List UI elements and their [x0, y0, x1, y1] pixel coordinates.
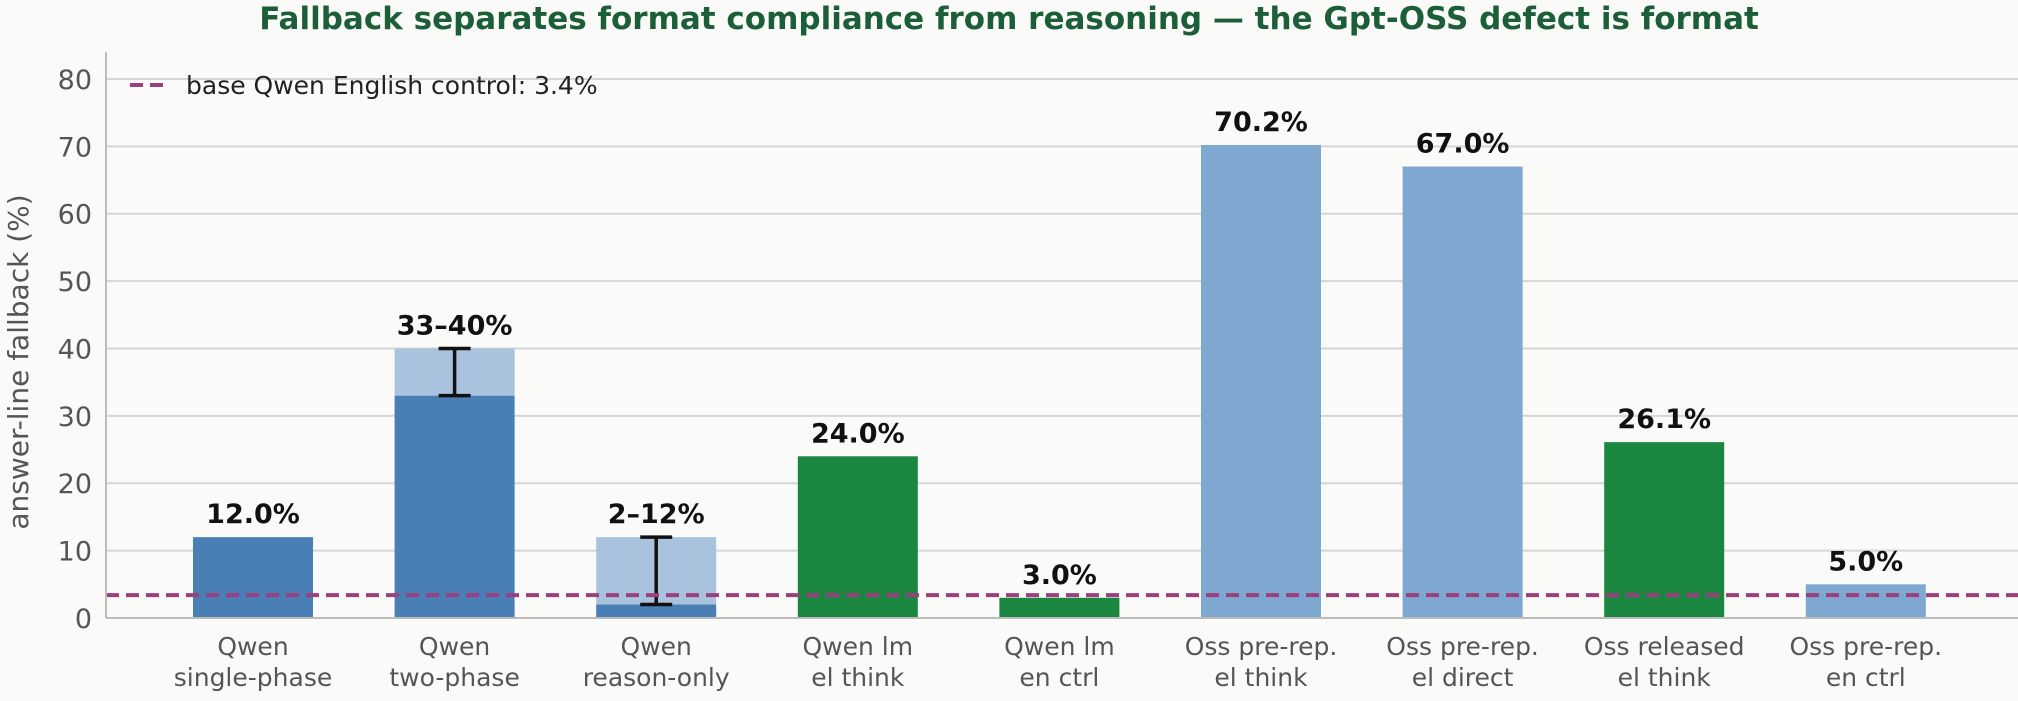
x-tick-line: Qwen — [621, 632, 692, 661]
chart-title: Fallback separates format compliance fro… — [259, 1, 1759, 37]
y-axis-label: answer-line fallback (%) — [2, 194, 35, 529]
x-tick-line: Qwen lm — [1004, 632, 1115, 661]
x-tick-line: en ctrl — [1019, 663, 1099, 692]
data-label: 70.2% — [1214, 107, 1308, 138]
x-tick-line: reason-only — [583, 663, 730, 692]
y-tick-label: 20 — [58, 469, 92, 500]
x-tick-line: Oss pre-rep. — [1185, 632, 1338, 661]
x-tick-label: Qwen lm el think — [802, 632, 913, 692]
x-tick-label: Qwen lm en ctrl — [1004, 632, 1115, 692]
axes — [105, 52, 2018, 619]
x-tick-line: two-phase — [389, 663, 519, 692]
x-tick-line: el think — [1214, 663, 1308, 692]
x-tick-line: Qwen — [419, 632, 490, 661]
legend-label: base Qwen English control: 3.4% — [186, 71, 598, 100]
y-tick-label: 80 — [58, 65, 92, 96]
x-tick-label: Oss pre-rep. el think — [1185, 632, 1338, 692]
x-tick-label: Qwen two-phase — [389, 632, 519, 692]
x-tick-line: el direct — [1412, 663, 1514, 692]
y-tick-label: 70 — [58, 132, 92, 163]
bar — [1201, 144, 1321, 618]
y-tick-label: 60 — [58, 200, 92, 231]
x-tick-line: en ctrl — [1826, 663, 1906, 692]
data-label: 3.0% — [1022, 560, 1097, 591]
bar — [596, 604, 717, 618]
x-tick-label: Oss released el think — [1584, 632, 1745, 692]
y-tick-label: 30 — [58, 402, 92, 433]
data-label: 5.0% — [1828, 546, 1903, 577]
x-tick-label: Qwen single-phase — [174, 632, 332, 692]
bar — [394, 395, 515, 618]
x-tick-label: Oss pre-rep. en ctrl — [1789, 632, 1942, 692]
legend: base Qwen English control: 3.4% — [130, 71, 598, 100]
y-tick-label: 50 — [58, 267, 92, 298]
bar — [1402, 166, 1523, 619]
x-tick-line: Oss released — [1584, 632, 1745, 661]
y-tick-label: 10 — [58, 537, 92, 568]
x-tick-line: single-phase — [174, 663, 332, 692]
bar — [1604, 442, 1725, 618]
gridlines — [106, 77, 2018, 619]
x-tick-line: Qwen — [217, 632, 288, 661]
x-tick-label: Oss pre-rep. el direct — [1386, 632, 1539, 692]
data-label: 24.0% — [811, 418, 905, 449]
data-label: 33–40% — [397, 310, 513, 341]
bar — [193, 537, 313, 618]
bar — [797, 456, 918, 618]
data-label: 12.0% — [206, 499, 300, 530]
y-tick-label: 0 — [75, 604, 92, 635]
bars — [193, 144, 1926, 619]
x-tick-line: el think — [811, 663, 905, 692]
y-tick-label: 40 — [58, 334, 92, 365]
x-tick-line: el think — [1618, 663, 1712, 692]
y-axis-ticks: 0 10 20 30 40 50 60 70 80 — [58, 65, 92, 635]
data-label: 26.1% — [1617, 404, 1711, 435]
x-tick-line: Qwen lm — [802, 632, 913, 661]
bar — [999, 597, 1120, 618]
data-label: 67.0% — [1416, 129, 1510, 160]
x-tick-label: Qwen reason-only — [583, 632, 730, 692]
error-bar — [438, 346, 471, 398]
data-labels: 12.0% 33–40% 2–12% 24.0% 3.0% 70.2% 67.0% 26.1%… — [206, 107, 1903, 591]
data-label: 2–12% — [608, 499, 705, 530]
x-tick-line: Oss pre-rep. — [1789, 632, 1942, 661]
bar — [1805, 584, 1926, 618]
x-tick-line: Oss pre-rep. — [1386, 632, 1539, 661]
